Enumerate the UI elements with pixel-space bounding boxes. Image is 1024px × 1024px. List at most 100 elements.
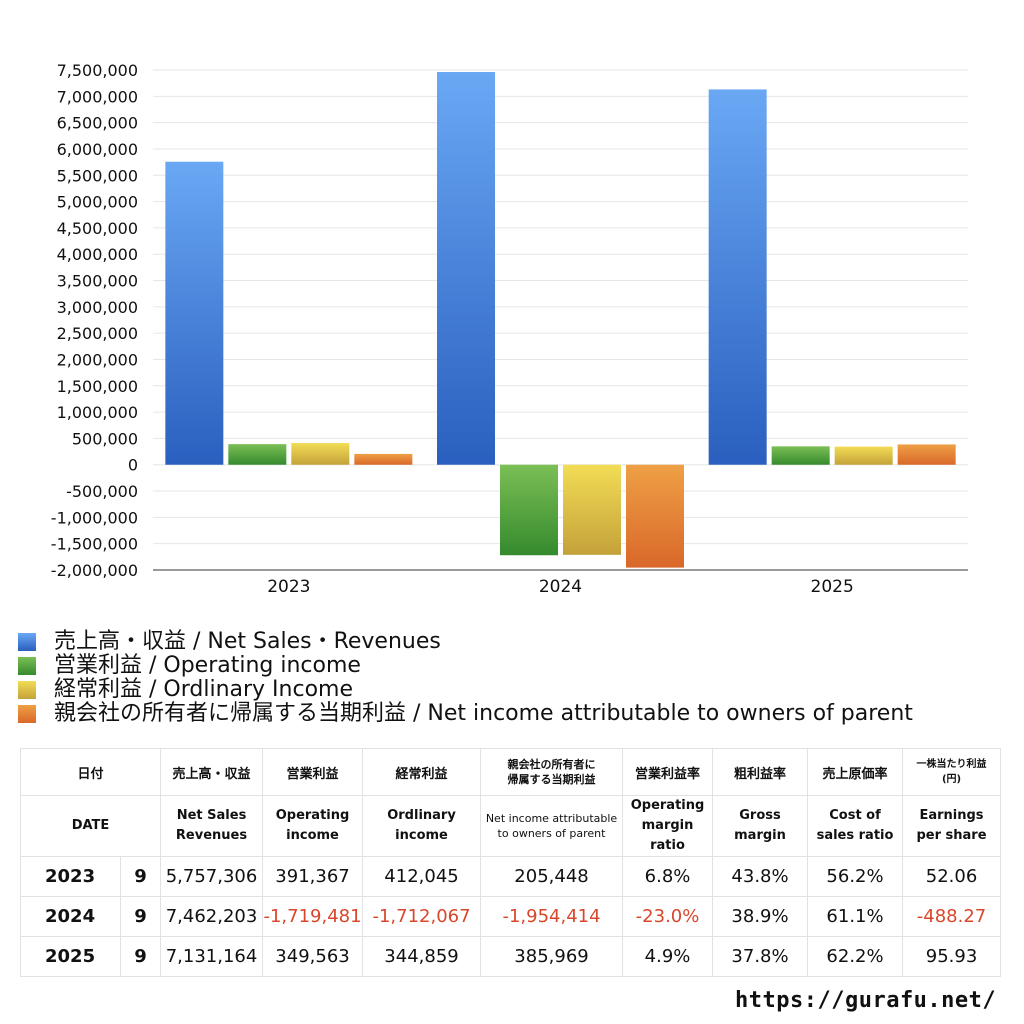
th-date-jp: 日付 [19,748,162,796]
cell-year: 2025 [20,936,121,977]
th-op-jp: 営業利益 [262,748,364,796]
site-url: https://gurafu.net/ [735,988,997,1013]
cell-opm: 6.8% [622,856,714,897]
y-tick-label: 3,000,000 [57,298,138,317]
cell-year: 2024 [20,896,121,937]
y-tick-label: -1,000,000 [51,508,138,527]
th-cost-en: Cost of sales ratio [807,795,904,857]
cell-net: 385,969 [480,936,624,977]
bar-net-sales-2025 [708,89,767,465]
cell-cost: 61.1% [807,896,904,937]
cell-sales: 7,131,164 [160,936,264,977]
y-tick-label: 2,500,000 [57,324,138,343]
legend-label: 売上高・収益 / Net Sales・Revenues [54,629,441,654]
cell-op: -1,719,481 [262,896,364,937]
th-sales-jp: 売上高・収益 [160,748,264,796]
y-tick-label: 7,000,000 [57,87,138,106]
y-tick-label: 6,500,000 [57,114,138,133]
cell-gross: 43.8% [712,856,809,897]
y-tick-label: 1,000,000 [57,403,138,422]
cell-opm: -23.0% [622,896,714,937]
bar-ordinary-income-2025 [834,446,893,465]
bar-net-sales-2023 [165,161,224,465]
legend-item-ordinary-income: 経常利益 / Ordlinary Income [18,678,1018,702]
legend-swatch-ordinary-income [18,681,36,699]
legend-swatch-net-income [18,705,36,723]
bar-net-income-2024 [626,464,684,568]
th-opm-jp: 営業利益率 [622,748,714,796]
table-row: 2024 9 7,462,203 -1,719,481 -1,712,067 -… [20,896,1002,937]
th-gross-en: Gross margin [712,795,809,857]
y-tick-label: 5,000,000 [57,193,138,212]
y-tick-label: -1,500,000 [51,535,138,554]
table-header-jp: 日付 売上高・収益 営業利益 経常利益 親会社の所有者に 帰属する当期利益 営業利… [19,748,1002,796]
th-eps-jp: 一株当たり利益 (円) [902,748,1002,796]
y-tick-label: 0 [128,456,138,475]
cell-eps: -488.27 [902,896,1002,937]
cell-op: 391,367 [262,856,364,897]
table-row: 2025 9 7,131,164 349,563 344,859 385,969… [20,936,1002,977]
legend-label: 経常利益 / Ordlinary Income [54,677,353,702]
x-tick-label: 2024 [539,577,582,597]
th-ord-jp: 経常利益 [362,748,482,796]
th-date-en: DATE [19,795,162,857]
cell-ord: 344,859 [362,936,482,977]
legend-item-net-income: 親会社の所有者に帰属する当期利益 / Net income attributab… [18,702,1018,726]
financial-table: 日付 売上高・収益 営業利益 経常利益 親会社の所有者に 帰属する当期利益 営業利… [19,748,1002,977]
bar-net-income-2025 [897,444,956,465]
legend-swatch-net-sales [18,633,36,651]
th-op-en: Operating income [262,795,364,857]
y-tick-label: 6,000,000 [57,140,138,159]
th-net-en: Net income attributable to owners of pare… [480,795,624,857]
bar-operating-income-2025 [771,446,830,465]
cell-eps: 95.93 [902,936,1002,977]
y-tick-label: -2,000,000 [51,561,138,580]
th-cost-jp: 売上原価率 [807,748,904,796]
cell-gross: 37.8% [712,936,809,977]
cell-gross: 38.9% [712,896,809,937]
legend-label: 営業利益 / Operating income [54,653,361,678]
bar-operating-income-2023 [228,444,287,465]
cell-month: 9 [119,856,162,897]
legend: 売上高・収益 / Net Sales・Revenues 営業利益 / Opera… [18,630,1018,726]
cell-sales: 5,757,306 [160,856,264,897]
grid-lines [153,69,968,571]
th-opm-en: Operating margin ratio [622,795,714,857]
y-axis-ticks: -2,000,000 -1,500,000 -1,000,000 -500,000 0 5… [51,61,138,580]
y-tick-label: 7,500,000 [57,61,138,80]
cell-ord: -1,712,067 [362,896,482,937]
y-tick-label: -500,000 [66,482,138,501]
y-tick-label: 4,000,000 [57,245,138,264]
cell-opm: 4.9% [622,936,714,977]
cell-op: 349,563 [262,936,364,977]
th-sales-en: Net Sales Revenues [160,795,264,857]
y-tick-label: 2,000,000 [57,350,138,369]
legend-item-net-sales: 売上高・収益 / Net Sales・Revenues [18,630,1018,654]
bar-ordinary-income-2023 [291,443,350,465]
x-tick-label: 2023 [267,577,310,597]
th-eps-en: Earnings per share [902,795,1002,857]
cell-sales: 7,462,203 [160,896,264,937]
y-tick-label: 1,500,000 [57,377,138,396]
bar-operating-income-2024 [500,464,558,556]
legend-swatch-operating-income [18,657,36,675]
cell-eps: 52.06 [902,856,1002,897]
bars [165,71,956,568]
cell-month: 9 [119,936,162,977]
cell-net: 205,448 [480,856,624,897]
bar-net-income-2023 [354,453,413,465]
th-net-jp: 親会社の所有者に 帰属する当期利益 [480,748,624,796]
cell-cost: 56.2% [807,856,904,897]
table-row: 2023 9 5,757,306 391,367 412,045 205,448… [20,856,1002,897]
table-header-en: DATE Net Sales Revenues Operating income O… [19,795,1002,857]
x-axis-ticks: 2023 2024 2025 [267,577,854,597]
bar-chart: -2,000,000 -1,500,000 -1,000,000 -500,000 0 5… [51,61,968,597]
th-gross-jp: 粗利益率 [712,748,809,796]
y-tick-label: 5,500,000 [57,166,138,185]
bar-ordinary-income-2024 [563,464,621,555]
legend-label: 親会社の所有者に帰属する当期利益 / Net income attributab… [54,701,913,726]
cell-month: 9 [119,896,162,937]
y-tick-label: 500,000 [72,429,138,448]
th-ord-en: Ordlinary income [362,795,482,857]
legend-item-operating-income: 営業利益 / Operating income [18,654,1018,678]
